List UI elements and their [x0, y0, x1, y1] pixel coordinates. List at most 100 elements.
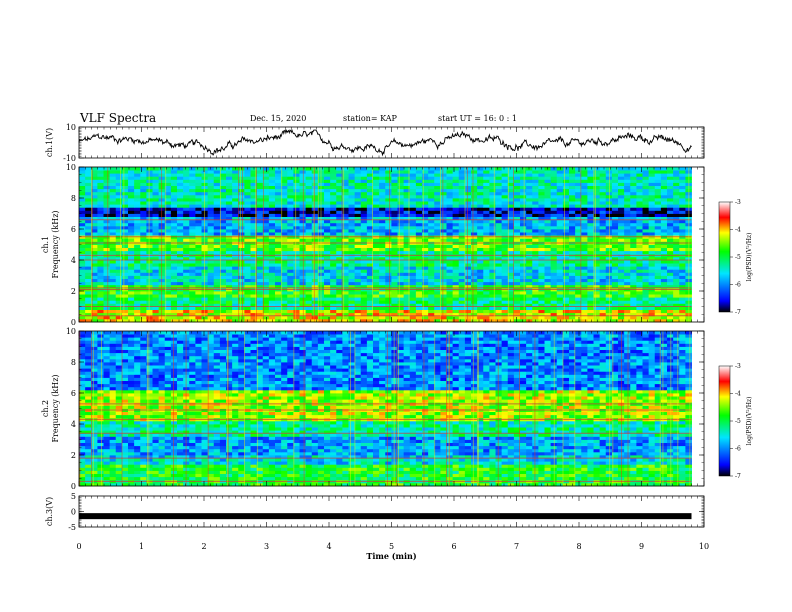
- spectrogram-cell: [513, 297, 521, 301]
- spectrogram-cell: [581, 244, 588, 248]
- spectrogram-cell: [238, 207, 245, 211]
- spectrogram-cell: [293, 210, 300, 214]
- spectrogram-cell: [134, 247, 141, 252]
- spectrogram-cell: [660, 278, 668, 283]
- spectrogram-cell: [667, 247, 674, 252]
- spectrogram-cell: [128, 210, 135, 214]
- spectrogram-cell: [495, 219, 503, 224]
- spectrogram-cell: [244, 229, 251, 233]
- spectrogram-cell: [483, 225, 490, 230]
- spectrogram-cell: [667, 272, 674, 276]
- spectrogram-cell: [281, 278, 288, 283]
- spectrogram-cell: [324, 303, 331, 307]
- spectrogram-cell: [170, 229, 178, 233]
- spectrogram-cell: [128, 219, 135, 224]
- spectrogram-cell: [281, 294, 288, 298]
- spectrogram-cell: [581, 272, 588, 276]
- spectrogram-cell: [397, 222, 405, 227]
- spectrogram-cell: [495, 300, 503, 304]
- spectrogram-cell: [458, 269, 466, 273]
- spectrogram-cell: [128, 247, 135, 252]
- spectrogram-cell: [232, 210, 239, 214]
- spectrogram-cell: [79, 216, 86, 221]
- spectrogram-cell: [471, 229, 478, 233]
- spectrogram-cell: [422, 297, 429, 301]
- spectrogram-cell: [569, 185, 576, 190]
- spectrogram-cell: [403, 263, 411, 267]
- spectrogram-cell: [311, 185, 319, 190]
- spectrogram-cell: [679, 250, 686, 255]
- spectrogram-cell: [409, 185, 417, 190]
- spectrogram-cell: [660, 315, 668, 320]
- spectrogram-cell: [299, 300, 307, 304]
- spectrogram-cell: [581, 300, 588, 304]
- spectrogram-cell: [79, 194, 86, 199]
- spectrogram-cell: [256, 291, 264, 295]
- spectrogram-cell: [471, 225, 478, 230]
- spectrogram-cell: [91, 284, 98, 289]
- spectrogram-cell: [471, 309, 478, 314]
- spectrogram-cell: [85, 232, 92, 236]
- spectrogram-cell: [660, 232, 668, 236]
- spectrogram-cell: [140, 269, 147, 273]
- spectrogram-cell: [489, 216, 496, 221]
- spectrogram-cell: [409, 312, 417, 317]
- spectrogram-cell: [611, 210, 619, 214]
- spectrogram-cell: [164, 232, 172, 236]
- spectrogram-cell: [177, 281, 184, 286]
- spectrogram-cell: [611, 213, 619, 217]
- spectrogram-cell: [91, 204, 98, 208]
- spectrogram-cell: [544, 232, 552, 236]
- spectrogram-cell: [446, 213, 454, 217]
- spectrogram-cell: [85, 225, 92, 230]
- spectrogram-cell: [660, 266, 668, 270]
- spectrogram-cell: [562, 275, 570, 279]
- spectrogram-cell: [673, 176, 680, 180]
- spectrogram-cell: [128, 213, 135, 217]
- spectrogram-cell: [593, 284, 601, 289]
- spectrogram-cell: [305, 173, 313, 177]
- spectrogram-cell: [109, 272, 117, 276]
- spectrogram-cell: [360, 260, 368, 264]
- spectrogram-cell: [422, 281, 429, 286]
- spectrogram-cell: [679, 185, 686, 190]
- spectrogram-cell: [324, 275, 331, 279]
- spectrogram-cell: [477, 185, 484, 190]
- spectrogram-cell: [520, 291, 527, 295]
- spectrogram-cell: [250, 213, 258, 217]
- spectrogram-cell: [599, 225, 607, 230]
- spectrogram-cell: [238, 309, 245, 314]
- spectrogram-cell: [293, 191, 300, 196]
- spectrogram-cell: [667, 309, 674, 314]
- spectrogram-cell: [189, 210, 196, 214]
- spectrogram-cell: [195, 284, 202, 289]
- spectrogram-cell: [152, 256, 160, 261]
- spectrogram-cell: [458, 222, 466, 227]
- spectrogram-cell: [226, 176, 233, 180]
- spectrogram-cell: [611, 291, 619, 295]
- spectrogram-cell: [379, 185, 386, 190]
- spectrogram-cell: [262, 198, 270, 202]
- spectrogram-cell: [385, 244, 392, 248]
- spectrogram-cell: [219, 250, 227, 255]
- spectrogram-cell: [636, 222, 643, 227]
- spectrogram-cell: [501, 225, 509, 230]
- spectrogram-cell: [391, 256, 398, 261]
- spectrogram-cell: [152, 250, 160, 255]
- spectrogram-cell: [336, 204, 343, 208]
- spectrogram-cell: [599, 182, 607, 186]
- spectrogram-cell: [483, 303, 490, 307]
- spectrogram-cell: [501, 269, 509, 273]
- spectrogram-cell: [195, 244, 202, 248]
- spectrogram-cell: [660, 275, 668, 279]
- spectrogram-cell: [146, 222, 153, 227]
- spectrogram-cell: [415, 272, 423, 276]
- spectrogram-cell: [183, 176, 190, 180]
- spectrogram-cell: [507, 275, 515, 279]
- spectrogram-cell: [244, 213, 251, 217]
- spectrogram-cell: [679, 309, 686, 314]
- spectrogram-cell: [477, 188, 484, 193]
- spectrogram-cell: [219, 291, 227, 295]
- spectrogram-cell: [428, 216, 435, 221]
